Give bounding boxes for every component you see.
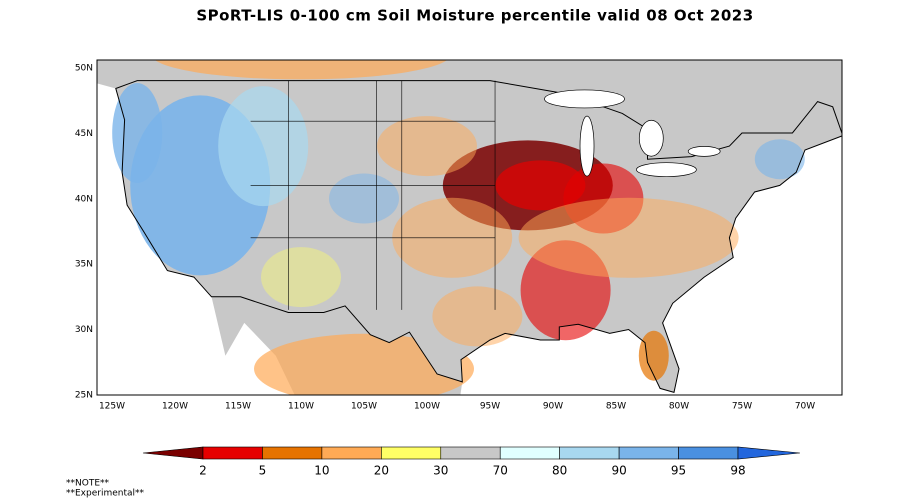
colorbar-label: 10 (314, 464, 329, 478)
lon-label: 70W (795, 402, 815, 412)
colorbar-segment (678, 446, 739, 460)
blob (261, 247, 341, 308)
lon-label: 120W (162, 402, 188, 412)
colorbar-segment (381, 446, 442, 460)
blob (638, 330, 669, 381)
colorbar-segment (202, 446, 263, 460)
colorbar-segment (262, 446, 323, 460)
lon-label: 85W (606, 402, 626, 412)
lake (544, 89, 625, 109)
title: SPoRT-LIS 0-100 cm Soil Moisture percent… (196, 7, 753, 25)
colorbar: 2 5 10 20 30 70 80 90 95 98 (142, 446, 801, 478)
blob (254, 333, 474, 395)
lake (636, 162, 697, 178)
colorbar-segment (440, 446, 501, 460)
lon-label: 90W (543, 402, 563, 412)
lake (638, 119, 664, 157)
colorbar-segment (499, 446, 560, 460)
colorbar-label: 70 (493, 464, 508, 478)
colorbar-label: 2 (199, 464, 207, 478)
colorbar-label: 90 (611, 464, 626, 478)
lon-label: 115W (225, 402, 251, 412)
blob (154, 60, 448, 80)
colorbar-label: 98 (730, 464, 745, 478)
map-labels: 50N 45N 40N 35N 30N 25N 125W 120W 115W 110W 105W 10… (75, 64, 815, 412)
colorbar-segment (321, 446, 382, 460)
lat-label: 50N (75, 64, 93, 74)
colorbar-label: 80 (552, 464, 567, 478)
border (115, 80, 842, 394)
lake (579, 115, 595, 177)
colorbar-label: 5 (259, 464, 267, 478)
lon-label: 125W (99, 402, 125, 412)
blob (754, 139, 805, 180)
lon-label: 100W (414, 402, 440, 412)
blob (518, 197, 739, 278)
map (97, 60, 842, 395)
blob (495, 160, 586, 211)
blob (329, 173, 399, 224)
lon-label: 110W (288, 402, 314, 412)
lat-label: 25N (75, 391, 93, 401)
blob (218, 86, 309, 207)
map-frame (96, 59, 843, 396)
colorbar-label: 20 (374, 464, 389, 478)
colorbar-segment (737, 446, 801, 460)
lat-label: 45N (75, 129, 93, 139)
lon-label: 95W (480, 402, 500, 412)
colorbar-label: 30 (433, 464, 448, 478)
blob (112, 83, 163, 183)
lat-label: 30N (75, 325, 93, 335)
lon-label: 75W (732, 402, 752, 412)
colorbar-label: 95 (671, 464, 686, 478)
blob (432, 286, 523, 347)
colorbar-segment (142, 446, 204, 460)
note: **NOTE** (66, 479, 110, 489)
blob (377, 116, 477, 177)
lat-label: 40N (75, 194, 93, 204)
note: **Experimental** (66, 489, 145, 499)
colorbar-segment (618, 446, 679, 460)
lon-label: 80W (669, 402, 689, 412)
lon-label: 105W (351, 402, 377, 412)
lake (687, 145, 721, 157)
colorbar-segment (559, 446, 620, 460)
lat-label: 35N (75, 260, 93, 270)
